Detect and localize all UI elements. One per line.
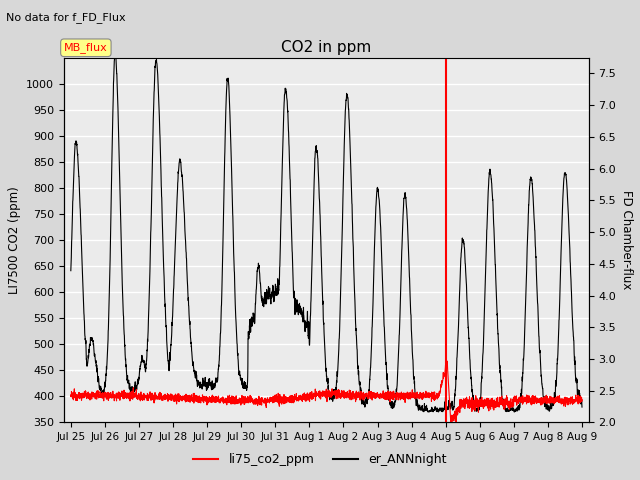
Legend: li75_co2_ppm, er_ANNnight: li75_co2_ppm, er_ANNnight: [188, 448, 452, 471]
Text: No data for f_FD_Flux: No data for f_FD_Flux: [6, 12, 126, 23]
Y-axis label: LI7500 CO2 (ppm): LI7500 CO2 (ppm): [8, 186, 20, 294]
Title: CO2 in ppm: CO2 in ppm: [281, 40, 372, 55]
Text: MB_flux: MB_flux: [64, 42, 108, 53]
Y-axis label: FD Chamber-flux: FD Chamber-flux: [620, 190, 633, 290]
